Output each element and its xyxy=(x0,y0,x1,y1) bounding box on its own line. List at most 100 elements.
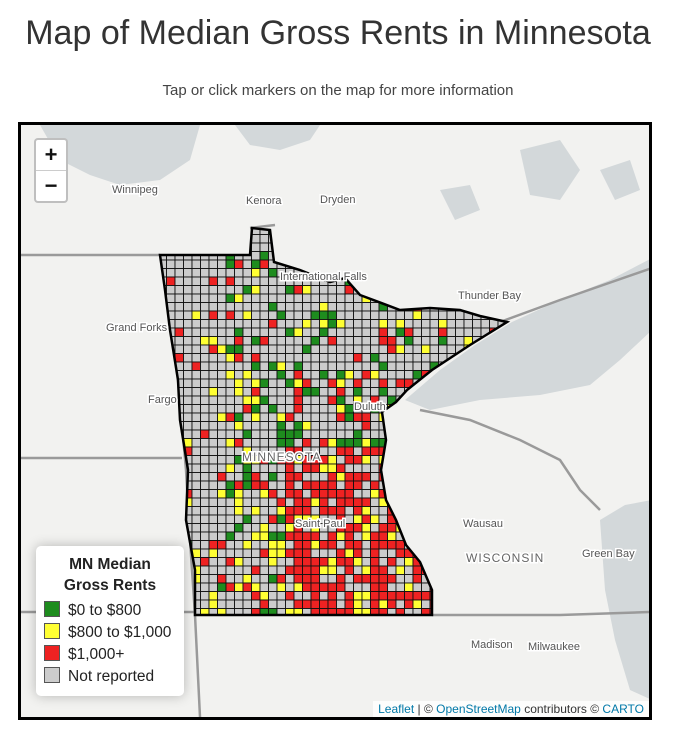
tract[interactable] xyxy=(319,251,329,261)
tract[interactable] xyxy=(506,412,516,422)
tract[interactable] xyxy=(191,319,201,329)
tract[interactable] xyxy=(370,226,380,235)
tract[interactable] xyxy=(489,582,499,592)
tract[interactable] xyxy=(472,574,482,584)
tract[interactable] xyxy=(174,506,184,516)
tract[interactable] xyxy=(463,302,473,312)
tract[interactable] xyxy=(455,421,465,431)
tract[interactable] xyxy=(302,387,312,397)
tract[interactable] xyxy=(251,268,261,278)
tract[interactable] xyxy=(251,497,261,507)
tract[interactable] xyxy=(395,574,405,584)
tract[interactable] xyxy=(268,353,278,363)
tract[interactable] xyxy=(455,276,465,286)
tract[interactable] xyxy=(438,582,448,592)
tract[interactable] xyxy=(480,226,490,235)
tract[interactable] xyxy=(302,429,312,439)
tract[interactable] xyxy=(217,336,227,346)
tract[interactable] xyxy=(489,226,499,235)
tract[interactable] xyxy=(353,344,363,354)
tract[interactable] xyxy=(344,242,354,252)
tract[interactable] xyxy=(217,523,227,533)
tract[interactable] xyxy=(183,387,193,397)
tract[interactable] xyxy=(404,599,414,609)
tract[interactable] xyxy=(421,421,431,431)
tract[interactable] xyxy=(276,361,286,371)
tract[interactable] xyxy=(378,293,388,303)
tract[interactable] xyxy=(276,344,286,354)
tract[interactable] xyxy=(242,387,252,397)
tract[interactable] xyxy=(395,234,405,244)
tract[interactable] xyxy=(225,344,235,354)
tract[interactable] xyxy=(183,514,193,524)
tract[interactable] xyxy=(174,276,184,286)
tract[interactable] xyxy=(158,463,167,473)
tract[interactable] xyxy=(336,489,346,499)
tract[interactable] xyxy=(361,472,371,482)
tract[interactable] xyxy=(217,395,227,405)
tract[interactable] xyxy=(353,574,363,584)
tract[interactable] xyxy=(268,429,278,439)
tract[interactable] xyxy=(412,319,422,329)
tract[interactable] xyxy=(174,234,184,244)
tract[interactable] xyxy=(497,404,507,414)
tract[interactable] xyxy=(234,429,244,439)
tract[interactable] xyxy=(344,387,354,397)
tract[interactable] xyxy=(336,446,346,456)
tract[interactable] xyxy=(234,344,244,354)
tract[interactable] xyxy=(412,574,422,584)
tract[interactable] xyxy=(421,361,431,371)
tract[interactable] xyxy=(497,582,507,592)
tract[interactable] xyxy=(344,327,354,337)
tract[interactable] xyxy=(242,293,252,303)
tract[interactable] xyxy=(489,404,499,414)
tract[interactable] xyxy=(276,226,286,235)
tract[interactable] xyxy=(191,234,201,244)
tract[interactable] xyxy=(259,404,269,414)
tract[interactable] xyxy=(217,234,227,244)
tract[interactable] xyxy=(378,310,388,320)
tract[interactable] xyxy=(412,412,422,422)
tract[interactable] xyxy=(319,310,329,320)
tract[interactable] xyxy=(463,565,473,575)
tract[interactable] xyxy=(387,285,397,295)
tract[interactable] xyxy=(200,574,210,584)
tract[interactable] xyxy=(242,582,252,592)
tract[interactable] xyxy=(293,226,303,235)
tract[interactable] xyxy=(489,497,499,507)
tract[interactable] xyxy=(412,472,422,482)
tract[interactable] xyxy=(361,361,371,371)
tract[interactable] xyxy=(429,455,439,465)
tract[interactable] xyxy=(259,429,269,439)
tract[interactable] xyxy=(446,259,456,269)
tract[interactable] xyxy=(200,421,210,431)
tract[interactable] xyxy=(370,480,380,490)
tract[interactable] xyxy=(234,302,244,312)
tract[interactable] xyxy=(327,565,337,575)
tract[interactable] xyxy=(183,319,193,329)
tract[interactable] xyxy=(276,395,286,405)
tract[interactable] xyxy=(191,344,201,354)
tract[interactable] xyxy=(268,548,278,558)
tract[interactable] xyxy=(327,582,337,592)
tract[interactable] xyxy=(310,344,320,354)
tract[interactable] xyxy=(276,378,286,388)
tract[interactable] xyxy=(183,302,193,312)
tract[interactable] xyxy=(480,540,490,550)
tract[interactable] xyxy=(497,259,507,269)
tract[interactable] xyxy=(268,591,278,601)
tract[interactable] xyxy=(506,531,516,541)
tract[interactable] xyxy=(225,540,235,550)
tract[interactable] xyxy=(438,497,448,507)
tract[interactable] xyxy=(259,514,269,524)
tract[interactable] xyxy=(395,438,405,448)
tract[interactable] xyxy=(429,285,439,295)
tract[interactable] xyxy=(174,302,184,312)
tract[interactable] xyxy=(268,489,278,499)
tract[interactable] xyxy=(285,565,295,575)
tract[interactable] xyxy=(336,336,346,346)
tract[interactable] xyxy=(353,455,363,465)
tract[interactable] xyxy=(336,353,346,363)
tract[interactable] xyxy=(336,319,346,329)
tract[interactable] xyxy=(319,378,329,388)
